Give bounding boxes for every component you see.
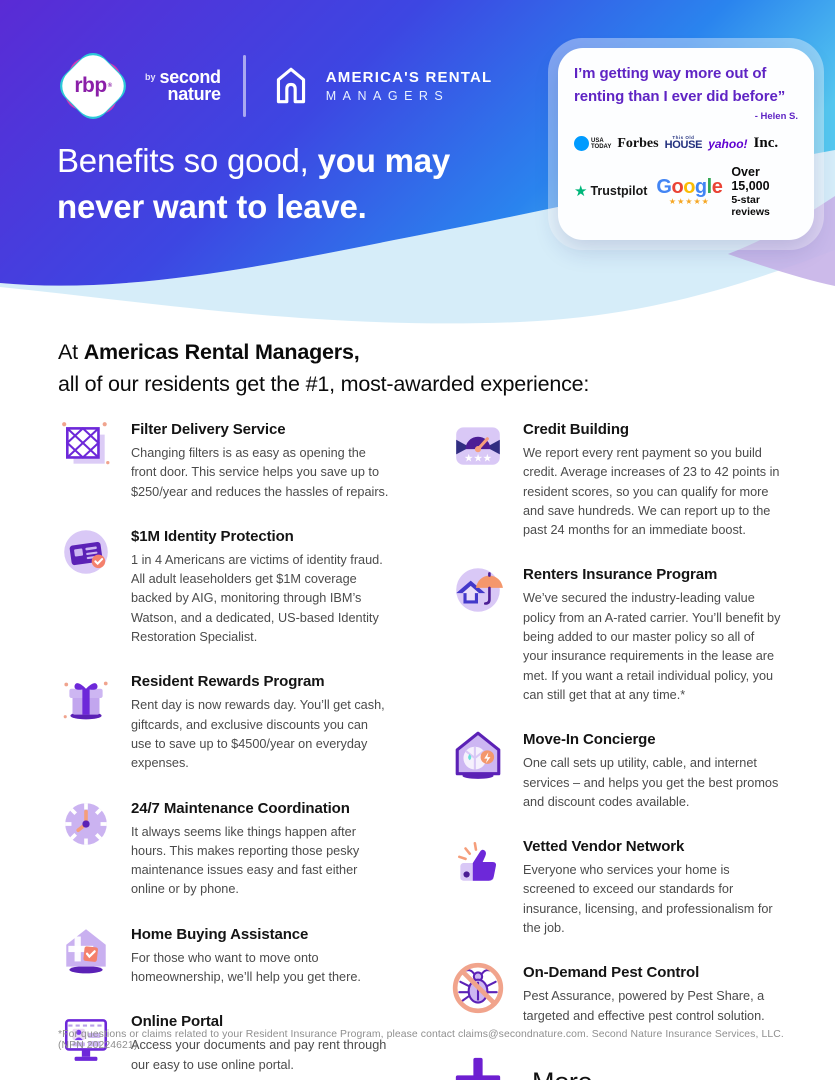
plus-icon — [454, 1056, 502, 1080]
google-stars-icon: ★★★★★ — [668, 196, 710, 206]
logo-divider — [242, 55, 246, 117]
benefit-title: Renters Insurance Program — [523, 566, 718, 584]
review-count: Over 15,000 5-star reviews — [731, 165, 770, 218]
testimonial-card: I’m getting way more out of renting than… — [558, 48, 814, 240]
testimonial-card-glow: I’m getting way more out of renting than… — [548, 38, 824, 250]
benefit-title: Credit Building — [523, 421, 629, 438]
benefit-item: Filter Delivery Service Changing filters… — [58, 418, 450, 502]
testimonial-attribution: - Helen S. — [754, 111, 798, 122]
benefit-title: Move-In Concierge — [523, 731, 656, 749]
gift-icon — [58, 670, 113, 773]
umbrella-house-icon — [450, 563, 505, 705]
benefit-title: Home Buying Assistance — [131, 925, 309, 943]
benefit-item: Online Portal Access your documents and … — [58, 1010, 450, 1075]
benefits-grid: Filter Delivery Service Changing filters… — [58, 418, 798, 1080]
intro-company-name: Americas Rental Managers, — [83, 340, 360, 364]
benefit-title: $1M Identity Protection — [131, 527, 294, 545]
house-check-icon — [58, 923, 113, 988]
benefit-title: Vetted Vendor Network — [523, 838, 685, 856]
reviews-row: ★ Trustpilot Google ★★★★★ Over 15,000 5-… — [574, 165, 798, 218]
id-card-icon — [58, 525, 113, 647]
benefits-column-right: ★★★ Credit Building We report every rent… — [450, 418, 798, 1080]
benefit-description: For those who want to move onto homeowne… — [131, 950, 361, 985]
hero-headline: Benefits so good, you may never want to … — [57, 138, 450, 229]
testimonial-quote: I’m getting way more out of renting than… — [574, 65, 786, 105]
inc-logo: Inc. — [753, 135, 779, 151]
benefit-description: Pest Assurance, powered by Pest Share, a… — [523, 989, 765, 1023]
nature-label: nature — [167, 84, 222, 104]
benefit-item: Resident Rewards Program Rent day is now… — [58, 670, 450, 773]
benefit-item: Renters Insurance Program We’ve secured … — [450, 563, 798, 705]
benefit-title: Resident Rewards Program — [131, 673, 325, 691]
benefit-item: Move-In Concierge One call sets up utili… — [450, 728, 798, 812]
clock-icon — [58, 797, 113, 900]
benefit-title: Online Portal — [131, 1013, 224, 1031]
usa-today-line2: TODAY — [591, 143, 612, 150]
second-nature-logo: by second nature — [145, 67, 222, 104]
brand-row: rbp ® by second nature AMERICA'S RENTAL M… — [53, 46, 493, 126]
partner-name-line2: MANAGERS — [325, 89, 450, 103]
no-pests-icon — [450, 961, 505, 1026]
benefit-description: It always seems like things happen after… — [131, 824, 360, 897]
benefit-description: Access your documents and pay rent throu… — [131, 1038, 387, 1072]
more-row: More — [454, 1056, 798, 1080]
intro-line2: all of our residents get the #1, most-aw… — [58, 372, 590, 397]
benefit-description: One call sets up utility, cable, and int… — [523, 756, 779, 809]
benefit-item: $1M Identity Protection 1 in 4 Americans… — [58, 525, 450, 647]
benefit-description: Changing filters is as easy as opening t… — [131, 446, 389, 499]
benefit-title: On-Demand Pest Control — [523, 964, 700, 982]
benefit-item: ★★★ Credit Building We report every rent… — [450, 418, 798, 540]
benefit-title: Filter Delivery Service — [131, 421, 286, 438]
thumbs-up-icon — [450, 835, 505, 938]
benefit-description: We’ve secured the industry-leading value… — [523, 591, 781, 702]
intro-prefix: At — [58, 340, 84, 364]
headline-bold-2: never want to leave. — [57, 187, 367, 225]
forbes-logo: Forbes — [617, 135, 659, 151]
partner-name-line1: AMERICA'S RENTAL — [325, 69, 493, 86]
benefit-description: Rent day is now rewards day. You’ll get … — [131, 698, 385, 771]
this-old-house-logo: This Old HOUSE — [664, 134, 703, 152]
more-label: More — [532, 1067, 593, 1080]
usa-today-logo: USA TODAY — [574, 136, 611, 151]
benefit-item: On-Demand Pest Control Pest Assurance, p… — [450, 961, 798, 1026]
benefit-description: Everyone who services your home is scree… — [523, 863, 773, 936]
trustpilot-star-icon: ★ — [574, 182, 588, 200]
usa-today-circle-icon — [574, 136, 589, 151]
filter-icon — [58, 418, 113, 502]
benefit-title: 24/7 Maintenance Coordination — [131, 799, 350, 817]
section-heading: At Americas Rental Managers, all of our … — [58, 336, 589, 401]
benefit-description: 1 in 4 Americans are victims of identity… — [131, 552, 383, 645]
house-logo-icon — [276, 67, 305, 104]
headline-regular: Benefits so good, — [57, 142, 309, 179]
monitor-icon — [58, 1010, 113, 1075]
gauge-icon: ★★★ — [450, 418, 505, 540]
trustpilot-logo: ★ Trustpilot — [574, 182, 648, 200]
americas-rental-managers-logo: AMERICA'S RENTAL MANAGERS — [268, 63, 493, 109]
headline-bold-1: you may — [317, 142, 451, 179]
google-logo: Google ★★★★★ — [656, 175, 723, 206]
by-label: by — [145, 72, 156, 83]
usa-today-line1: USA — [591, 137, 604, 144]
benefits-column-left: Filter Delivery Service Changing filters… — [58, 418, 450, 1080]
svg-text:★★★: ★★★ — [464, 454, 492, 465]
rbp-logo: rbp ® — [53, 46, 133, 126]
yahoo-logo: yahoo! — [708, 136, 748, 151]
footer-disclaimer: *For questions or claims related to your… — [58, 1029, 784, 1051]
benefit-item: Home Buying Assistance For those who wan… — [58, 923, 450, 988]
benefit-item: 24/7 Maintenance Coordination It always … — [58, 797, 450, 900]
concierge-house-icon — [450, 728, 505, 812]
rbp-logo-text: rbp ® — [74, 74, 112, 97]
second-label: second — [159, 67, 222, 88]
benefit-item: Vetted Vendor Network Everyone who servi… — [450, 835, 798, 938]
press-logos-row: USA TODAY Forbes This Old HOUSE yahoo! I… — [574, 135, 798, 152]
benefit-description: We report every rent payment so you buil… — [523, 446, 780, 538]
